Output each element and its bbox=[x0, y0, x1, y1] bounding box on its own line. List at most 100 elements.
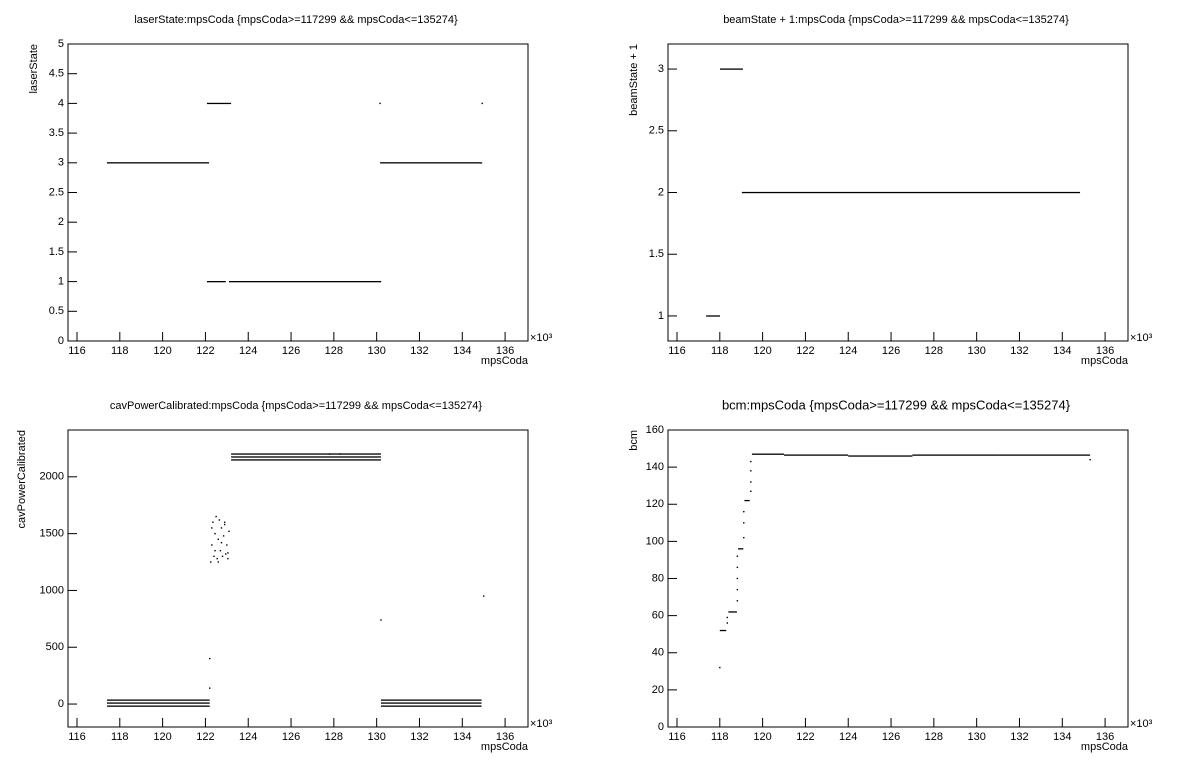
y-tick-label: 1.5 bbox=[49, 246, 64, 258]
point bbox=[211, 527, 213, 529]
point bbox=[736, 577, 739, 580]
x-tick-label: 120 bbox=[753, 731, 771, 743]
point bbox=[214, 549, 216, 552]
point bbox=[750, 460, 752, 463]
point-run bbox=[206, 102, 232, 105]
x-tick-label: 124 bbox=[839, 731, 857, 743]
x-tick-label: 116 bbox=[668, 731, 686, 743]
x-multiplier: ×10³ bbox=[1130, 718, 1153, 730]
y-tick-label: 3.5 bbox=[49, 127, 64, 139]
point-run bbox=[231, 459, 381, 461]
point bbox=[219, 549, 222, 552]
x-multiplier: ×10³ bbox=[1130, 332, 1153, 344]
y-tick-label: 2.5 bbox=[649, 125, 664, 137]
point bbox=[379, 102, 381, 105]
point-run bbox=[380, 702, 482, 704]
x-tick-label: 136 bbox=[1096, 731, 1114, 743]
y-tick-label: 3 bbox=[658, 63, 664, 75]
x-tick-label: 126 bbox=[882, 731, 900, 743]
x-tick-label: 118 bbox=[111, 731, 129, 743]
chart-title: beamState + 1:mpsCoda {mpsCoda>=117299 &… bbox=[723, 14, 1069, 26]
y-tick-label: 1.5 bbox=[649, 248, 664, 260]
point bbox=[210, 561, 212, 563]
x-tick-label: 120 bbox=[753, 345, 771, 357]
x-tick-label: 126 bbox=[282, 731, 300, 743]
point-run bbox=[751, 453, 785, 455]
point bbox=[743, 536, 745, 539]
point bbox=[726, 616, 728, 619]
y-tick-label: 500 bbox=[46, 641, 64, 653]
x-tick-label: 118 bbox=[111, 345, 129, 357]
y-tick-label: 140 bbox=[646, 461, 664, 473]
point bbox=[736, 600, 739, 602]
x-tick-label: 122 bbox=[796, 731, 814, 743]
point-run bbox=[106, 705, 210, 707]
x-tick-label: 128 bbox=[925, 731, 943, 743]
x-tick-label: 116 bbox=[668, 345, 686, 357]
x-tick-label: 122 bbox=[196, 731, 214, 743]
x-tick-label: 134 bbox=[1053, 345, 1071, 357]
point bbox=[726, 622, 728, 624]
x-tick-label: 128 bbox=[925, 345, 943, 357]
y-tick-label: 0 bbox=[58, 335, 64, 347]
x-tick-label: 136 bbox=[496, 731, 514, 743]
x-tick-label: 124 bbox=[239, 345, 257, 357]
x-tick-label: 122 bbox=[196, 345, 214, 357]
point bbox=[380, 619, 382, 621]
point bbox=[222, 535, 225, 537]
x-tick-label: 134 bbox=[1053, 731, 1071, 743]
point bbox=[221, 555, 224, 558]
x-tick-label: 126 bbox=[882, 345, 900, 357]
point bbox=[213, 555, 215, 558]
point bbox=[209, 687, 211, 689]
y-tick-label: 4.5 bbox=[49, 68, 64, 80]
point bbox=[218, 519, 221, 521]
y-tick-label: 5 bbox=[58, 38, 64, 50]
point bbox=[719, 666, 721, 669]
point bbox=[750, 481, 752, 483]
point-run bbox=[784, 454, 849, 456]
y-tick-label: 1500 bbox=[40, 528, 64, 540]
x-tick-label: 124 bbox=[239, 731, 257, 743]
plot-frame bbox=[67, 429, 529, 728]
y-tick-label: 0.5 bbox=[49, 305, 64, 317]
y-tick-label: 1 bbox=[658, 310, 664, 322]
point bbox=[750, 490, 752, 492]
x-tick-label: 126 bbox=[282, 345, 300, 357]
plot-frame bbox=[67, 43, 529, 342]
x-tick-label: 132 bbox=[1010, 345, 1028, 357]
point-run bbox=[106, 702, 210, 704]
point bbox=[228, 530, 230, 533]
point bbox=[227, 552, 229, 554]
point bbox=[743, 522, 745, 524]
point-run bbox=[706, 315, 721, 317]
y-tick-label: 60 bbox=[652, 610, 664, 622]
y-axis-label: bcm bbox=[628, 430, 640, 451]
x-multiplier: ×10³ bbox=[530, 718, 553, 730]
y-tick-label: 80 bbox=[652, 572, 664, 584]
x-tick-label: 136 bbox=[1096, 345, 1114, 357]
x-tick-label: 132 bbox=[410, 345, 428, 357]
x-multiplier: ×10³ bbox=[530, 332, 553, 344]
point bbox=[223, 521, 226, 523]
x-tick-label: 116 bbox=[68, 731, 86, 743]
point-run bbox=[206, 281, 226, 283]
x-tick-label: 132 bbox=[410, 731, 428, 743]
y-tick-label: 40 bbox=[652, 647, 664, 659]
x-tick-label: 116 bbox=[68, 345, 86, 357]
point bbox=[481, 102, 483, 105]
point-run bbox=[380, 705, 482, 707]
y-tick-label: 0 bbox=[658, 721, 664, 733]
x-tick-label: 118 bbox=[711, 345, 729, 357]
point bbox=[212, 521, 214, 523]
x-axis-label: mpsCoda bbox=[1081, 741, 1129, 753]
point bbox=[214, 532, 216, 535]
point-run bbox=[380, 162, 483, 164]
x-tick-label: 130 bbox=[367, 345, 385, 357]
chart-title: bcm:mpsCoda {mpsCoda>=117299 && mpsCoda<… bbox=[722, 397, 1071, 412]
x-tick-label: 134 bbox=[453, 731, 471, 743]
point bbox=[736, 588, 739, 591]
point-run bbox=[912, 454, 999, 456]
y-tick-label: 4 bbox=[58, 97, 64, 109]
